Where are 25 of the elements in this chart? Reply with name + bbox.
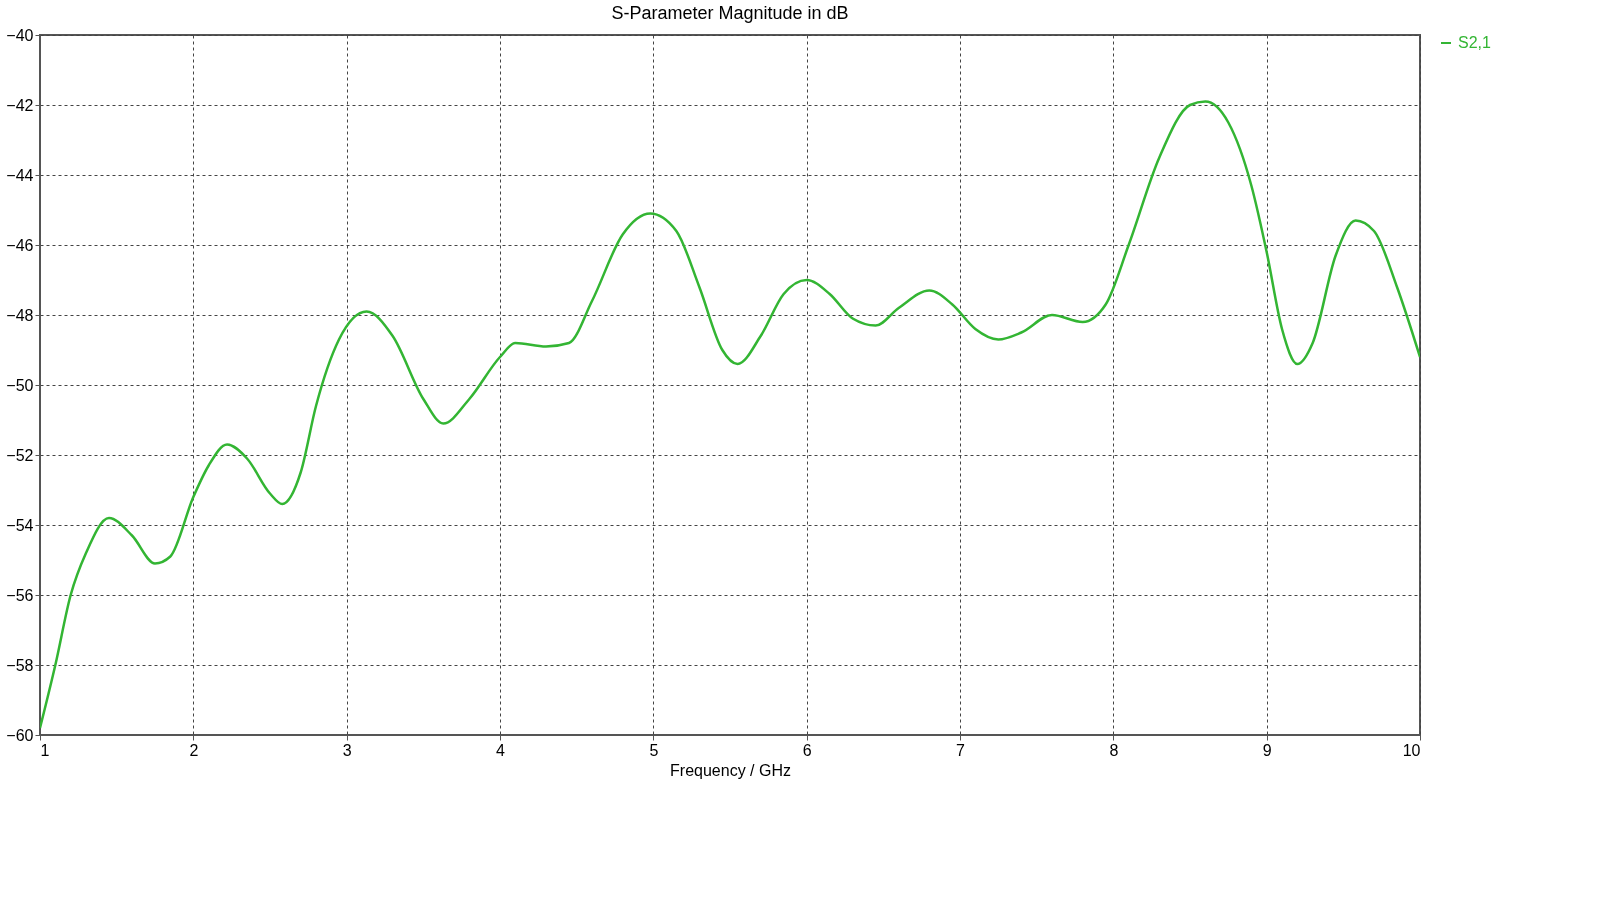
y-tick-label: −52	[6, 446, 34, 464]
x-tick-label: 4	[496, 741, 506, 759]
x-tick-label: 1	[40, 741, 50, 759]
line-series	[40, 100, 1420, 730]
y-tick-label: −42	[6, 96, 34, 114]
y-tick-label: −60	[6, 726, 34, 744]
y-tick-label: −44	[6, 166, 34, 184]
y-tick-label: −40	[6, 26, 34, 44]
x-tick-label: 5	[649, 741, 659, 759]
x-tick-label: 9	[1262, 741, 1272, 759]
x-tick-label: 10	[1402, 741, 1421, 759]
chart-title: S-Parameter Magnitude in dB	[611, 3, 849, 23]
y-tick-label: −46	[6, 236, 34, 254]
legend-label: S2,1	[1458, 34, 1492, 51]
y-tick-label: −54	[6, 516, 34, 534]
y-tick-label: −58	[6, 656, 34, 674]
x-tick-label: 2	[189, 741, 199, 759]
x-tick-label: 3	[342, 741, 352, 759]
x-tick-label: 7	[956, 741, 966, 759]
y-tick-label: −48	[6, 306, 34, 324]
y-tick-label: −50	[6, 376, 34, 394]
x-tick-label: 8	[1109, 741, 1119, 759]
x-axis-title: Frequency / GHz	[670, 761, 791, 779]
y-tick-label: −56	[6, 586, 34, 604]
x-tick-label: 6	[802, 741, 812, 759]
